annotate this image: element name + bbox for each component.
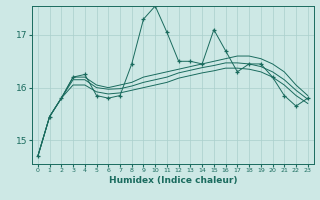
X-axis label: Humidex (Indice chaleur): Humidex (Indice chaleur) bbox=[108, 176, 237, 185]
